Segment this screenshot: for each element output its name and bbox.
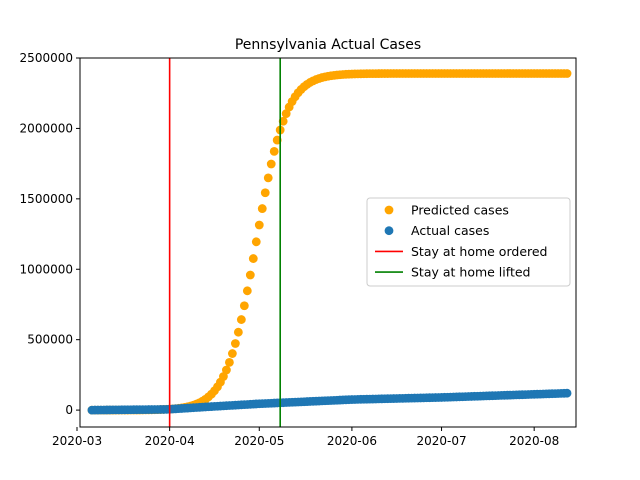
plot-frame <box>79 57 577 428</box>
predicted-case-point <box>562 69 572 78</box>
predicted-case-point <box>263 173 273 183</box>
y-tick-label: 500000 <box>27 333 73 347</box>
predicted-case-point <box>257 204 267 213</box>
y-axis-ticks: 0 500000 1000000 1500000 2000000 2500000 <box>20 51 80 417</box>
y-tick-label: 0 <box>65 403 73 417</box>
data-points <box>87 69 572 415</box>
predicted-case-point <box>236 315 246 324</box>
x-tick-label: 2020-03 <box>52 434 102 448</box>
chart-title: Pennsylvania Actual Cases <box>235 37 421 53</box>
predicted-case-point <box>227 349 237 358</box>
predicted-case-point <box>260 188 270 198</box>
predicted-case-point <box>222 365 231 375</box>
legend-marker-predicted-cases <box>384 205 394 215</box>
predicted-case-point <box>219 372 228 381</box>
y-tick-label: 2500000 <box>20 51 73 65</box>
predicted-case-point <box>248 254 258 263</box>
x-tick-label: 2020-07 <box>416 434 466 448</box>
legend-label-predicted-cases: Predicted cases <box>411 203 509 218</box>
actual-case-point <box>562 388 572 398</box>
reference-lines <box>168 58 281 427</box>
predicted-case-point <box>266 159 276 169</box>
legend-box <box>366 197 571 287</box>
predicted-case-point <box>269 147 279 156</box>
legend: Predicted cases Actual cases Stay at home … <box>366 197 571 287</box>
y-tick-label: 1000000 <box>20 262 73 276</box>
predicted-case-point <box>254 220 264 230</box>
x-tick-label: 2020-06 <box>327 434 377 448</box>
predicted-case-point <box>242 286 252 296</box>
predicted-case-point <box>239 301 249 311</box>
y-tick-label: 2000000 <box>20 121 73 135</box>
x-tick-label: 2020-04 <box>145 434 195 448</box>
y-tick-label: 1500000 <box>20 192 73 206</box>
predicted-case-point <box>233 327 243 337</box>
legend-label-stay-at-home-ordered: Stay at home ordered <box>411 244 548 259</box>
predicted-case-point <box>281 109 291 119</box>
predicted-case-point <box>251 237 261 247</box>
x-tick-label: 2020-05 <box>234 434 284 448</box>
x-axis-ticks: 2020-03 2020-04 2020-05 2020-06 2020-07 2020-… <box>52 427 559 448</box>
legend-label-actual-cases: Actual cases <box>411 223 489 238</box>
legend-label-stay-at-home-lifted: Stay at home lifted <box>411 265 530 280</box>
predicted-case-point <box>230 339 240 348</box>
predicted-case-point <box>225 357 234 367</box>
predicted-case-point <box>245 270 255 280</box>
x-tick-label: 2020-08 <box>509 434 559 448</box>
legend-marker-actual-cases <box>384 226 394 236</box>
